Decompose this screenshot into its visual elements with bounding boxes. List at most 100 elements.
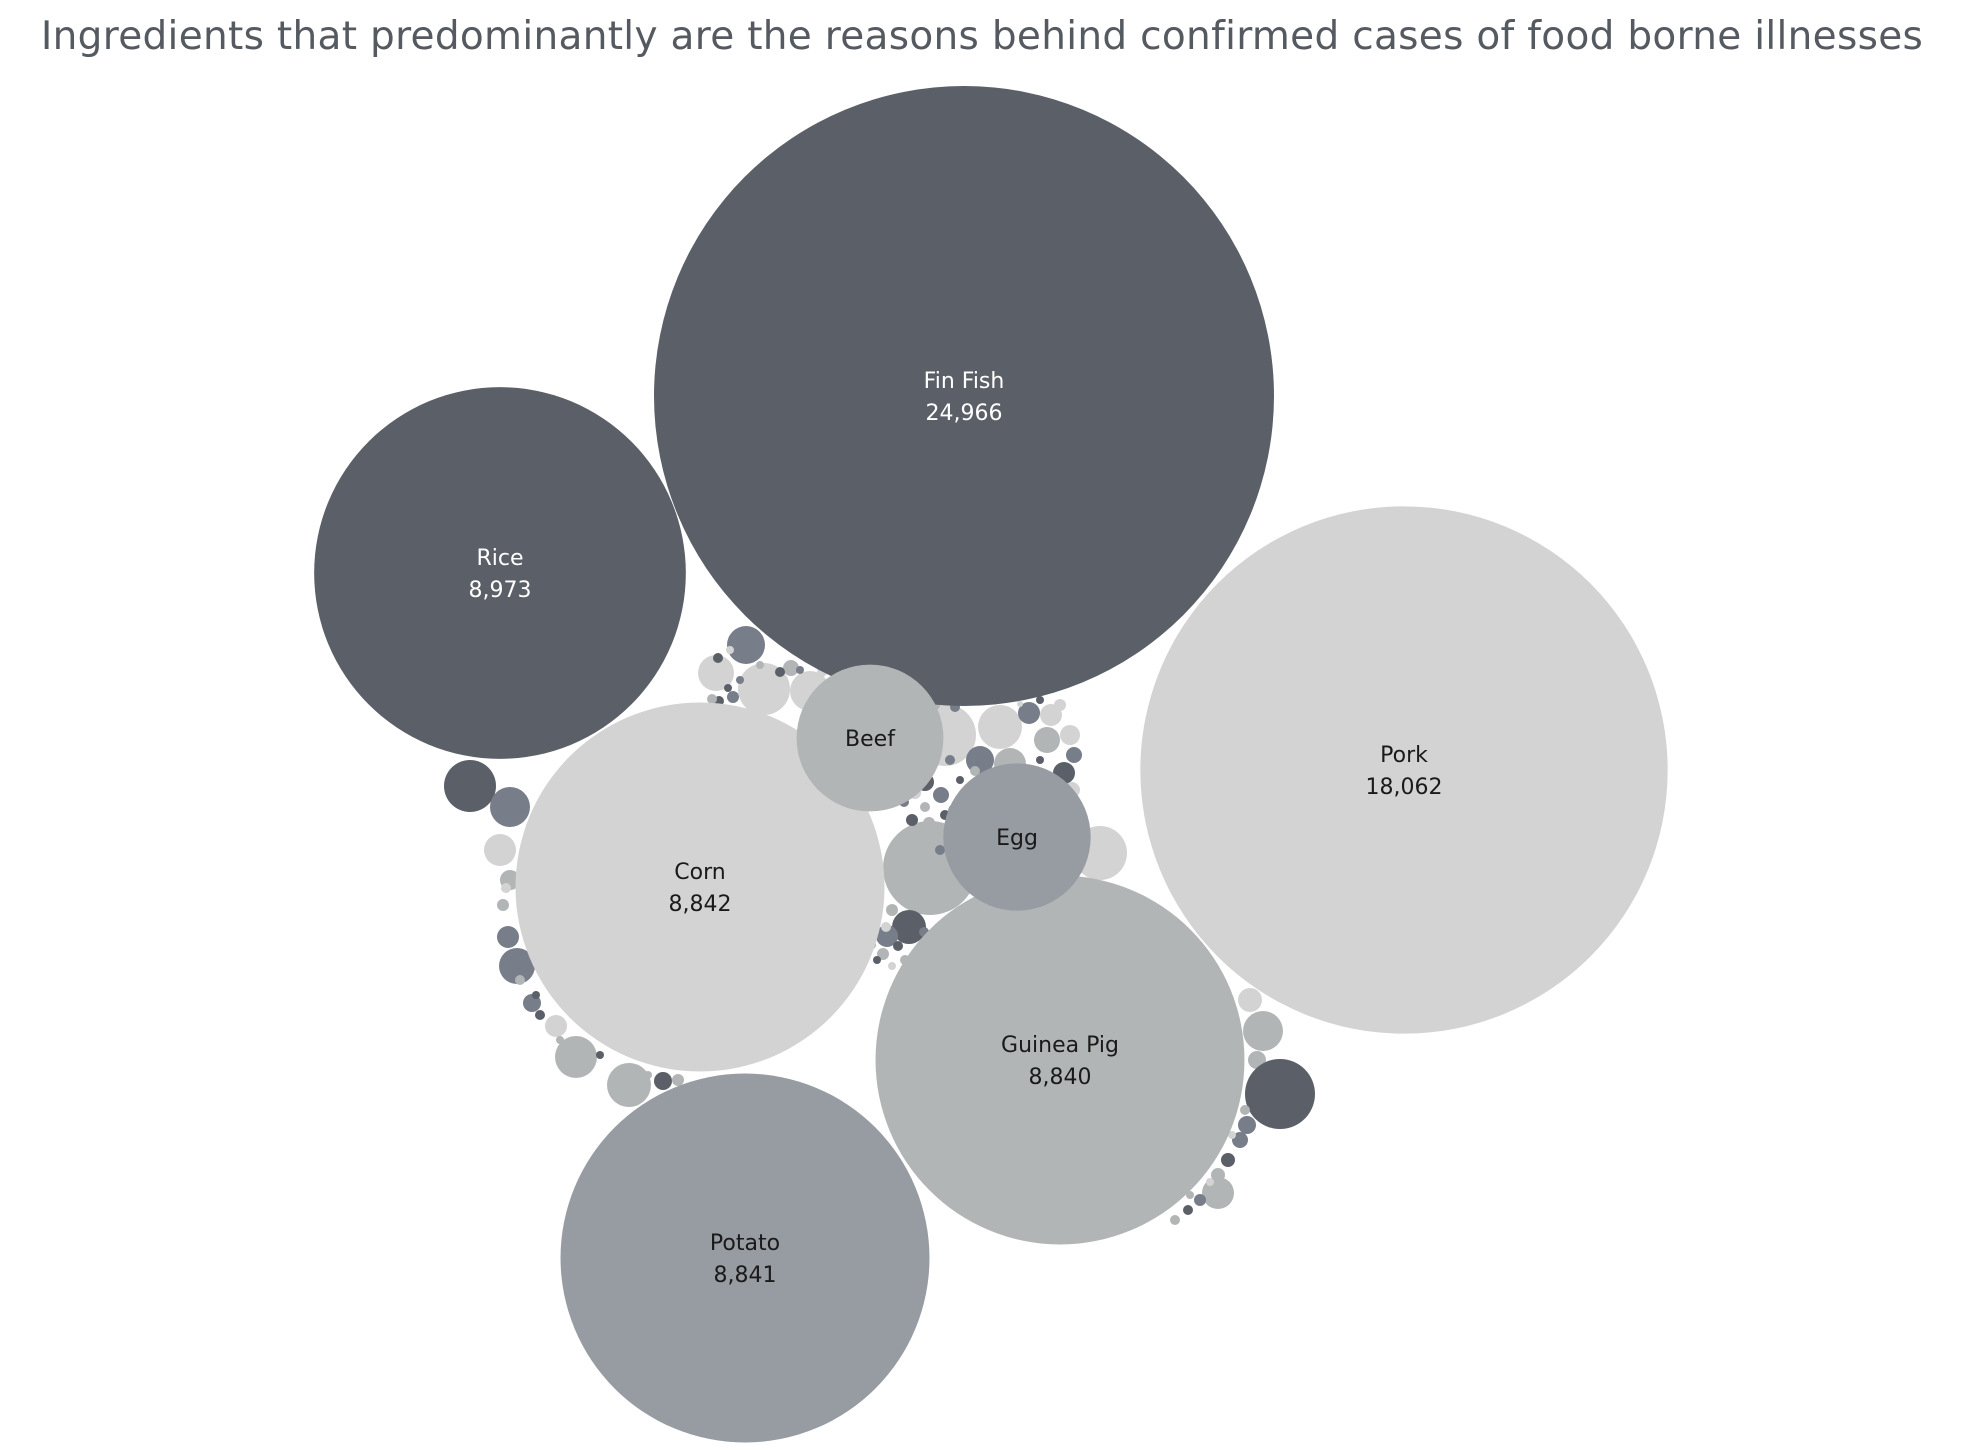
bubble-label-egg: Egg (996, 826, 1038, 851)
minor-bubble (497, 899, 509, 911)
minor-bubble (1170, 1215, 1180, 1225)
minor-bubble (654, 1072, 672, 1090)
minor-bubble (556, 1036, 564, 1044)
minor-bubble (726, 646, 734, 654)
bubble-label-potato: Potato (710, 1231, 780, 1256)
minor-bubble (607, 1063, 651, 1107)
minor-bubble (724, 684, 732, 692)
minor-bubble (499, 948, 535, 984)
bubble-circle-pork (1140, 506, 1668, 1034)
bubble-label-guinea-pig: Guinea Pig (1001, 1033, 1119, 1058)
minor-bubble (886, 904, 898, 916)
minor-bubble (920, 802, 930, 812)
minor-bubble (888, 962, 896, 970)
minor-bubble (1186, 1191, 1194, 1199)
minor-bubble (1238, 988, 1262, 1012)
bubble-fin-fish: Fin Fish 24,966 (654, 86, 1274, 706)
minor-bubble (545, 1015, 567, 1037)
bubble-value-corn: 8,842 (669, 892, 732, 917)
bubble-guinea-pig: Guinea Pig 8,840 (875, 875, 1245, 1245)
minor-bubble (756, 661, 764, 669)
minor-bubble (970, 766, 980, 776)
bubble-potato: Potato 8,841 (560, 1073, 930, 1443)
minor-bubble (672, 1074, 684, 1086)
bubble-label-rice: Rice (476, 546, 523, 571)
minor-bubble (707, 694, 717, 704)
bubble-value-fin-fish: 24,966 (926, 401, 1003, 426)
bubble-label-corn: Corn (674, 860, 725, 885)
minor-bubble (876, 925, 898, 947)
minor-bubble (783, 660, 799, 676)
bubble-label-pork: Pork (1380, 743, 1428, 768)
minor-bubble (892, 910, 926, 944)
minor-bubble (1060, 725, 1080, 745)
minor-bubble (1183, 1205, 1193, 1215)
minor-bubble (933, 787, 949, 803)
minor-bubble (532, 991, 540, 999)
minor-bubble (555, 1036, 597, 1078)
minor-bubble (596, 1051, 604, 1059)
minor-bubble (1066, 747, 1082, 763)
minor-bubble (978, 705, 1022, 749)
minor-bubble (881, 922, 891, 932)
bubble-corn: Corn 8,842 (515, 702, 885, 1072)
minor-bubble (935, 845, 945, 855)
minor-bubble (796, 666, 804, 674)
minor-bubble (877, 948, 889, 960)
bubble-value-pork: 18,062 (1366, 775, 1443, 800)
minor-bubble (698, 655, 734, 691)
minor-bubble (1036, 756, 1044, 764)
minor-bubble (1228, 1131, 1236, 1139)
minor-bubble (713, 653, 723, 663)
minor-bubble (923, 817, 935, 829)
minor-bubble (1017, 701, 1023, 707)
bubble-circle-rice (314, 387, 686, 759)
minor-bubble (535, 1010, 545, 1020)
minor-bubble (1240, 1105, 1250, 1115)
bubble-circle-corn (515, 702, 885, 1072)
minor-bubble (775, 667, 785, 677)
minor-bubble (911, 896, 919, 904)
minor-bubble (893, 941, 903, 951)
minor-bubble (1245, 1059, 1315, 1129)
minor-bubble (1238, 1116, 1256, 1134)
minor-bubble (727, 626, 765, 664)
bubble-label-fin-fish: Fin Fish (924, 369, 1005, 394)
minor-bubble (727, 691, 739, 703)
bubble-circle-fin-fish (654, 86, 1274, 706)
minor-bubble (1206, 1178, 1214, 1186)
minor-bubble (1194, 1194, 1206, 1206)
minor-bubble (484, 834, 516, 866)
bubble-circle-egg (943, 763, 1091, 911)
minor-bubble (1018, 702, 1040, 724)
bubble-pork: Pork 18,062 (1140, 506, 1668, 1034)
bubble-beef: Beef (796, 664, 944, 812)
minor-bubble (906, 814, 918, 826)
bubble-circle-beef (796, 664, 944, 812)
minor-bubble (515, 975, 525, 985)
minor-bubble (873, 956, 881, 964)
bubble-value-guinea-pig: 8,840 (1029, 1065, 1092, 1090)
minor-bubble (501, 883, 511, 893)
minor-bubble (1243, 1011, 1283, 1051)
minor-bubble (490, 787, 530, 827)
minor-bubble (1054, 699, 1066, 711)
bubble-value-potato: 8,841 (714, 1263, 777, 1288)
bubble-egg: Egg (943, 763, 1091, 911)
minor-bubble (1034, 727, 1060, 753)
bubble-circle-potato (560, 1073, 930, 1443)
minor-bubble (945, 755, 955, 765)
minor-bubble (1036, 696, 1044, 704)
bubble-label-beef: Beef (845, 727, 896, 752)
minor-bubble (444, 760, 496, 812)
minor-bubble (644, 1071, 652, 1079)
bubble-rice: Rice 8,973 (314, 387, 686, 759)
minor-bubble (916, 836, 924, 844)
minor-bubble (956, 776, 964, 784)
bubble-value-rice: 8,973 (469, 578, 532, 603)
minor-bubble (497, 926, 519, 948)
minor-bubble (736, 676, 744, 684)
chart-title: Ingredients that predominantly are the r… (40, 14, 1924, 59)
bubble-circle-guinea-pig (875, 875, 1245, 1245)
